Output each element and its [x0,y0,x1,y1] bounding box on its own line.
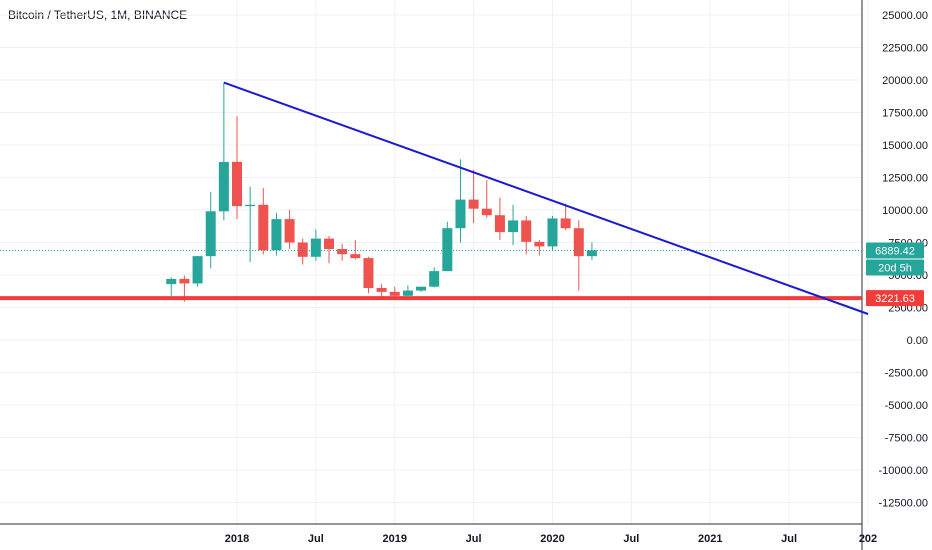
candle-body [218,161,229,212]
candle-body [508,220,519,233]
candle-body [310,238,321,257]
candle-body [468,199,479,209]
candle-body [350,254,361,259]
y-tick-label: -12500.00 [878,498,928,510]
candle-body [521,220,532,242]
candle-body [337,249,348,255]
x-tick-label: Jul [781,533,797,545]
candle-body [573,228,584,257]
candle-body [205,211,216,257]
support-price-label: 3221.63 [875,293,915,305]
countdown-label: 20d 5h [878,262,912,274]
candle-body [192,256,203,284]
current-price-label-bg [866,242,924,259]
candle-body [534,241,545,247]
x-tick-label: Jul [623,533,639,545]
y-tick-label: 0.00 [907,335,928,347]
candle-body [442,228,453,272]
y-tick-label: 10000.00 [882,205,928,217]
candle-body [402,290,413,296]
candle-body [297,242,308,257]
candle-body [245,204,256,207]
y-tick-label: 22500.00 [882,43,928,55]
candle-body [232,161,242,207]
candle-body [376,288,387,292]
candle-body [494,215,505,233]
chart-grid [0,0,869,524]
y-tick-label: -5000.00 [885,400,928,412]
trendline [223,81,869,315]
y-tick-label: -7500.00 [885,433,928,445]
candle-body [179,278,190,284]
candle-body [547,218,558,247]
y-tick-label: 15000.00 [882,140,928,152]
y-tick-label: 12500.00 [882,173,928,185]
x-tick-label: 2018 [225,533,249,545]
y-tick-label: 25000.00 [882,10,928,22]
y-tick-label: -2500.00 [885,368,928,380]
candle-body [586,250,597,257]
y-tick-label: 20000.00 [882,75,928,87]
x-axis: 2018 Jul 2019 Jul 2020 Jul 2021 Jul 202 [0,523,877,545]
candles[interactable] [166,82,597,302]
x-tick-label: 2020 [540,533,564,545]
x-tick-label: Jul [466,533,482,545]
y-tick-label: -10000.00 [878,465,928,477]
x-tick-label: 2021 [698,533,722,545]
y-tick-label: 17500.00 [882,108,928,120]
candle-body [389,291,400,296]
candle-body [560,218,571,229]
current-price-label: 6889.42 [875,245,915,257]
x-tick-label: 2019 [383,533,407,545]
candle-body [455,199,466,229]
drawings[interactable] [0,81,869,315]
candle-body [416,286,427,291]
candle-body [481,208,492,216]
countdown-label-bg [866,259,924,276]
support-price-label-bg [866,290,924,307]
candle-body [284,219,295,243]
x-tick-label: Jul [308,533,324,545]
candle-body [271,219,282,251]
candle-body [363,258,374,288]
candle-body [166,278,177,285]
x-tick-label: 202 [859,533,877,545]
candle-body [324,238,335,249]
candle-body [429,271,440,287]
price-labels: 6889.42 20d 5h 3221.63 [866,242,924,307]
candle-body [258,204,269,251]
